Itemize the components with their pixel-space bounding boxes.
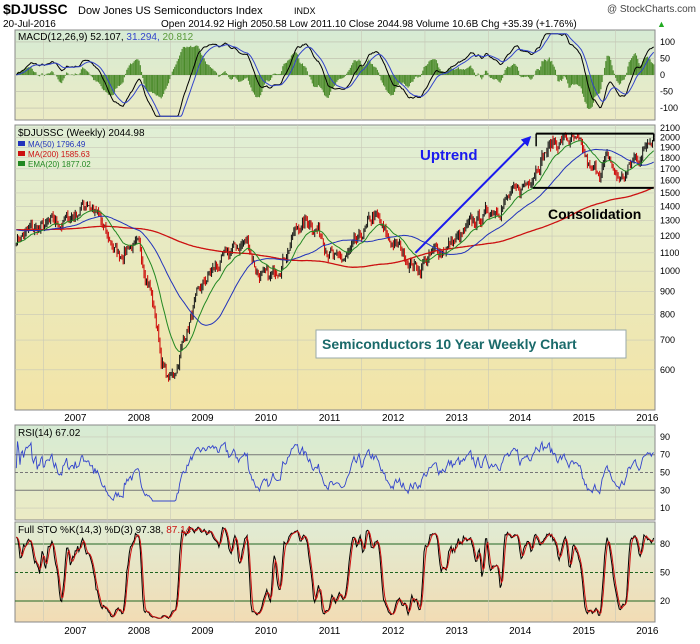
price-y-tick: 1600 xyxy=(660,175,680,185)
price-y-tick: 900 xyxy=(660,287,675,297)
rsi-line xyxy=(15,440,654,502)
price-y-tick: 2100 xyxy=(660,123,680,133)
sto-k-line xyxy=(15,526,655,620)
ema20-line xyxy=(16,140,655,353)
rsi-panel: RSI(14) 67.02 90 70 50 30 10 xyxy=(14,424,670,521)
x-tick-label: 2008 xyxy=(128,413,151,424)
legend-swatch xyxy=(18,141,25,146)
title-box: Semiconductors 10 Year Weekly Chart xyxy=(315,329,627,359)
x-axis-bottom: 2007 2008 2009 2010 2011 2012 2013 2014 2015 2016 xyxy=(64,626,659,637)
legend-swatch xyxy=(18,161,25,166)
price-y-tick: 1100 xyxy=(660,248,679,258)
price-title: $DJUSSC (Weekly) 2044.98 xyxy=(18,128,145,139)
title-box-frame xyxy=(315,329,627,359)
macd-y-tick: -50 xyxy=(660,87,673,97)
price-y-tick: 1700 xyxy=(660,164,680,174)
price-panel-bg xyxy=(14,124,656,411)
price-y-tick: 1800 xyxy=(660,153,680,163)
macd-y-tick: 0 xyxy=(660,70,665,80)
x-tick-label: 2014 xyxy=(509,626,532,637)
macd-legend: MACD(12,26,9) 52.107, 31.294, 20.812 xyxy=(18,32,194,43)
price-y-tick: 800 xyxy=(660,309,675,319)
x-axis-top: 2007 2008 2009 2010 2011 2012 2013 2014 2015 2016 xyxy=(64,413,659,424)
x-tick-label: 2009 xyxy=(191,626,214,637)
x-tick-label: 2007 xyxy=(64,626,87,637)
title-box-text: Semiconductors 10 Year Weekly Chart xyxy=(322,336,577,352)
sto-y-tick: 50 xyxy=(660,568,670,578)
x-tick-label: 2009 xyxy=(191,413,214,424)
price-y-tick: 1000 xyxy=(660,266,680,276)
price-y-tick: 1500 xyxy=(660,188,680,198)
x-tick-label: 2016 xyxy=(636,413,659,424)
x-tick-label: 2015 xyxy=(573,626,596,637)
x-tick-label: 2011 xyxy=(319,626,341,637)
chart-header: $DJUSSC Dow Jones US Semiconductors Inde… xyxy=(3,1,696,30)
x-tick-label: 2010 xyxy=(255,413,278,424)
x-tick-label: 2012 xyxy=(382,626,405,637)
price-y-tick: 700 xyxy=(660,335,675,345)
sto-legend-item: 87.14 xyxy=(166,525,191,536)
symbol-label: $DJUSSC xyxy=(3,1,68,17)
x-tick-label: 2014 xyxy=(509,413,532,424)
sto-y-tick: 20 xyxy=(660,596,670,606)
x-tick-label: 2010 xyxy=(255,626,278,637)
date-label: 20-Jul-2016 xyxy=(3,19,56,30)
macd-y-tick: 50 xyxy=(660,53,670,63)
macd-legend-item: 31.294, xyxy=(126,32,162,43)
macd-panel: MACD(12,26,9) 52.107, 31.294, 20.812 100… xyxy=(14,29,678,121)
price-y-tick: 1300 xyxy=(660,216,680,226)
rsi-y-tick: 90 xyxy=(660,432,670,442)
macd-legend-item: MACD(12,26,9) 52.107, xyxy=(18,32,126,43)
rsi-y-tick: 70 xyxy=(660,450,670,460)
macd-legend-item: 20.812 xyxy=(163,32,194,43)
price-legend-item: EMA(20) 1877.02 xyxy=(28,160,91,169)
quote-line: Open 2014.92 High 2050.58 Low 2011.10 Cl… xyxy=(161,19,577,30)
price-legend-item: MA(200) 1585.63 xyxy=(28,150,90,159)
consolidation-label: Consolidation xyxy=(548,206,641,222)
x-tick-label: 2011 xyxy=(319,413,341,424)
up-arrow-icon: ▲ xyxy=(657,19,666,29)
price-y-tick: 2000 xyxy=(660,132,680,142)
rsi-title: RSI(14) 67.02 xyxy=(18,428,81,439)
uptrend-arrow xyxy=(414,135,532,254)
rsi-y-tick: 30 xyxy=(660,485,670,495)
exchange-label: INDX xyxy=(294,6,316,16)
watermark: @ StockCharts.com xyxy=(607,4,696,15)
price-y-tick: 1900 xyxy=(660,142,680,152)
macd-y-tick: 100 xyxy=(660,37,675,47)
sto-y-tick: 80 xyxy=(660,539,670,549)
x-tick-label: 2007 xyxy=(64,413,87,424)
x-tick-label: 2012 xyxy=(382,413,405,424)
uptrend-label: Uptrend xyxy=(420,147,478,164)
rsi-y-tick: 10 xyxy=(660,503,670,513)
sto-d-line xyxy=(16,527,654,619)
macd-line xyxy=(15,33,654,117)
x-tick-label: 2013 xyxy=(446,413,469,424)
x-tick-label: 2008 xyxy=(128,626,151,637)
x-tick-label: 2015 xyxy=(573,413,596,424)
price-y-tick: 1200 xyxy=(660,231,680,241)
macd-y-tick: -100 xyxy=(660,103,678,113)
sto-legend: Full STO %K(14,3) %D(3) 97.38, 87.14 xyxy=(18,525,192,536)
x-tick-label: 2013 xyxy=(446,626,469,637)
legend-swatch xyxy=(18,151,25,156)
price-y-tick: 600 xyxy=(660,365,675,375)
macd-signal-line xyxy=(16,33,655,117)
sto-legend-item: Full STO %K(14,3) %D(3) 97.38, xyxy=(18,525,166,536)
ma200-line xyxy=(16,186,654,268)
sto-panel: Full STO %K(14,3) %D(3) 97.38, 87.14 80 5… xyxy=(14,521,670,623)
x-tick-label: 2016 xyxy=(636,626,659,637)
price-legend-item: MA(50) 1796.49 xyxy=(28,140,86,149)
index-name: Dow Jones US Semiconductors Index xyxy=(78,5,263,17)
price-y-tick: 1400 xyxy=(660,201,680,211)
rsi-y-tick: 50 xyxy=(660,468,670,478)
price-panel: Uptrend Consolidation $DJUSSC (Weekly) 20… xyxy=(14,123,680,411)
